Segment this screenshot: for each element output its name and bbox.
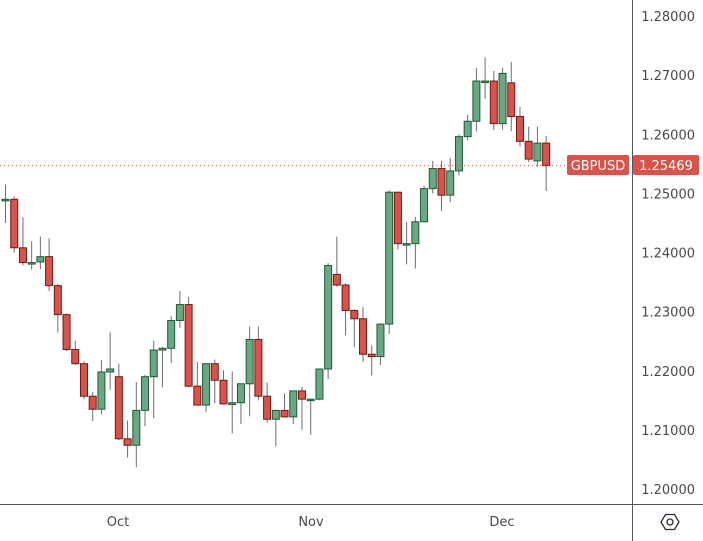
candle-up xyxy=(202,363,211,406)
candle-down xyxy=(515,116,524,142)
candle-down xyxy=(542,142,551,167)
candle-down xyxy=(45,256,54,287)
candles-layer xyxy=(1,57,551,468)
candle-down xyxy=(254,338,263,397)
candle-down xyxy=(53,285,62,316)
candle-up xyxy=(132,409,141,446)
candle-down xyxy=(184,304,193,387)
settings-hexagon-icon[interactable] xyxy=(660,513,680,531)
price-axis[interactable]: 1.28000 1.27000 1.26000 1.25000 1.24000 1.230… xyxy=(641,10,695,498)
candle-up xyxy=(289,390,298,418)
candle-up xyxy=(245,338,254,385)
candle-up xyxy=(498,72,507,125)
candle-up xyxy=(236,383,245,404)
candle-down xyxy=(297,390,306,400)
price-axis-label: 1.24000 xyxy=(641,247,695,262)
candle-up xyxy=(97,371,106,410)
candle-down xyxy=(123,438,132,446)
candle-up xyxy=(454,136,463,172)
candle-up xyxy=(446,170,455,196)
candle-up xyxy=(175,304,184,322)
candle-up xyxy=(463,120,472,138)
candle-down xyxy=(263,395,272,420)
candle-down xyxy=(193,385,202,406)
candle-down xyxy=(62,314,71,350)
candle-down xyxy=(10,198,19,249)
candle-down xyxy=(210,363,219,381)
candle-down xyxy=(350,309,359,320)
time-axis-label: Oct xyxy=(107,515,129,530)
candle-down xyxy=(88,395,97,410)
candle-up xyxy=(106,368,115,373)
candle-down xyxy=(524,140,533,160)
candle-down xyxy=(219,379,228,405)
candle-down xyxy=(332,273,341,286)
candle-down xyxy=(79,363,88,397)
symbol-tag-bg xyxy=(567,155,629,175)
candle-up xyxy=(141,376,150,411)
candle-down xyxy=(437,168,446,196)
candle-up xyxy=(27,262,36,265)
price-axis-label: 1.22000 xyxy=(641,365,695,380)
candle-up xyxy=(167,320,176,349)
candle-up xyxy=(472,80,481,122)
price-tag-bg xyxy=(633,155,699,175)
candle-up xyxy=(315,368,324,400)
candle-up xyxy=(158,347,167,351)
price-axis-label: 1.26000 xyxy=(641,128,695,143)
price-tag-text: 1.25469 xyxy=(639,159,693,174)
candle-down xyxy=(359,318,368,355)
candle-up xyxy=(385,191,394,325)
candle-up xyxy=(36,256,45,263)
candle-up xyxy=(149,349,158,378)
time-axis-label: Dec xyxy=(489,515,514,530)
candle-down xyxy=(114,376,123,440)
candle-up xyxy=(376,323,385,358)
candle-up xyxy=(481,80,490,84)
price-axis-label: 1.28000 xyxy=(641,10,695,25)
symbol-tag-text: GBPUSD xyxy=(571,159,626,174)
price-axis-label: 1.20000 xyxy=(641,483,695,498)
candle-down xyxy=(393,191,402,245)
candle-up xyxy=(420,188,429,223)
candle-up xyxy=(402,243,411,246)
candle-up xyxy=(428,168,437,190)
last-price-tag: GBPUSD 1.25469 xyxy=(567,155,699,175)
price-axis-label: 1.25000 xyxy=(641,187,695,202)
candle-up xyxy=(228,402,237,405)
candle-down xyxy=(507,82,516,118)
candle-down xyxy=(71,348,80,365)
candle-down xyxy=(280,409,289,418)
price-axis-label: 1.21000 xyxy=(641,424,695,439)
candle-down xyxy=(489,80,498,125)
time-axis-label: Nov xyxy=(298,515,324,530)
candle-up xyxy=(271,409,280,420)
time-axis[interactable]: Oct Nov Dec xyxy=(107,515,515,530)
candle-up xyxy=(533,142,542,162)
candle-up xyxy=(324,265,333,370)
price-axis-label: 1.27000 xyxy=(641,69,695,84)
price-axis-label: 1.23000 xyxy=(641,306,695,321)
candle-down xyxy=(18,247,27,264)
candle-up xyxy=(306,398,315,402)
candle-up xyxy=(411,221,420,245)
candle-down xyxy=(367,353,376,358)
candle-up xyxy=(1,198,10,202)
candle-down xyxy=(341,284,350,311)
